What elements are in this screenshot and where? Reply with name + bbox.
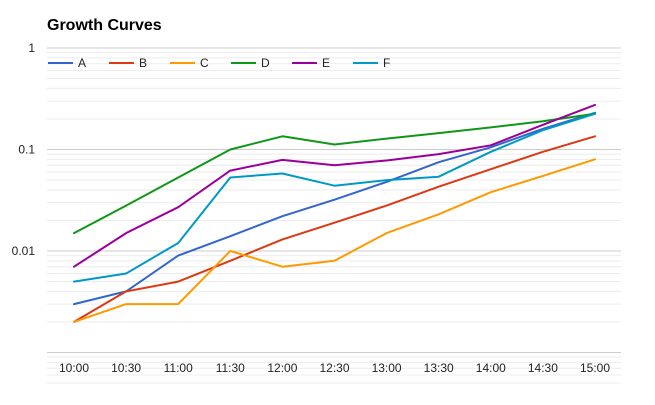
series-line-c xyxy=(73,158,596,323)
chart-title: Growth Curves xyxy=(47,17,162,34)
x-tick-label: 11:00 xyxy=(164,361,193,375)
x-tick-label: 15:00 xyxy=(580,361,610,375)
x-tick-label: 12:00 xyxy=(267,361,297,375)
series-line-b xyxy=(73,135,596,323)
x-tick-label: 13:30 xyxy=(424,361,454,375)
x-tick-label: 14:30 xyxy=(528,361,558,375)
y-axis-ticks: 1 0.1 0.01 xyxy=(12,41,36,258)
legend-label-a: A xyxy=(78,56,86,70)
legend-label-f: F xyxy=(383,56,390,70)
x-tick-label: 12:30 xyxy=(319,361,349,375)
y-tick-label: 0.1 xyxy=(18,143,35,157)
legend-label-d: D xyxy=(261,56,270,70)
series-lines xyxy=(73,103,596,323)
grid-lines xyxy=(47,47,621,384)
x-tick-label: 10:00 xyxy=(59,361,89,375)
legend-label-b: B xyxy=(139,56,147,70)
legend-label-e: E xyxy=(322,56,330,70)
legend-label-c: C xyxy=(200,56,209,70)
series-line-e xyxy=(73,103,596,268)
x-tick-label: 10:30 xyxy=(111,361,141,375)
series-line-d xyxy=(73,112,596,235)
x-tick-label: 13:00 xyxy=(372,361,402,375)
x-tick-label: 11:30 xyxy=(216,361,245,375)
x-tick-label: 14:00 xyxy=(476,361,506,375)
series-line-f xyxy=(73,112,596,283)
y-tick-label: 0.01 xyxy=(12,244,36,258)
x-axis-ticks: 10:00 10:30 11:00 11:30 12:00 12:30 13:00 13:30… xyxy=(59,361,610,375)
legend: A B C D E F xyxy=(48,56,390,70)
series-line-a xyxy=(73,111,596,306)
y-tick-label: 1 xyxy=(28,41,35,55)
